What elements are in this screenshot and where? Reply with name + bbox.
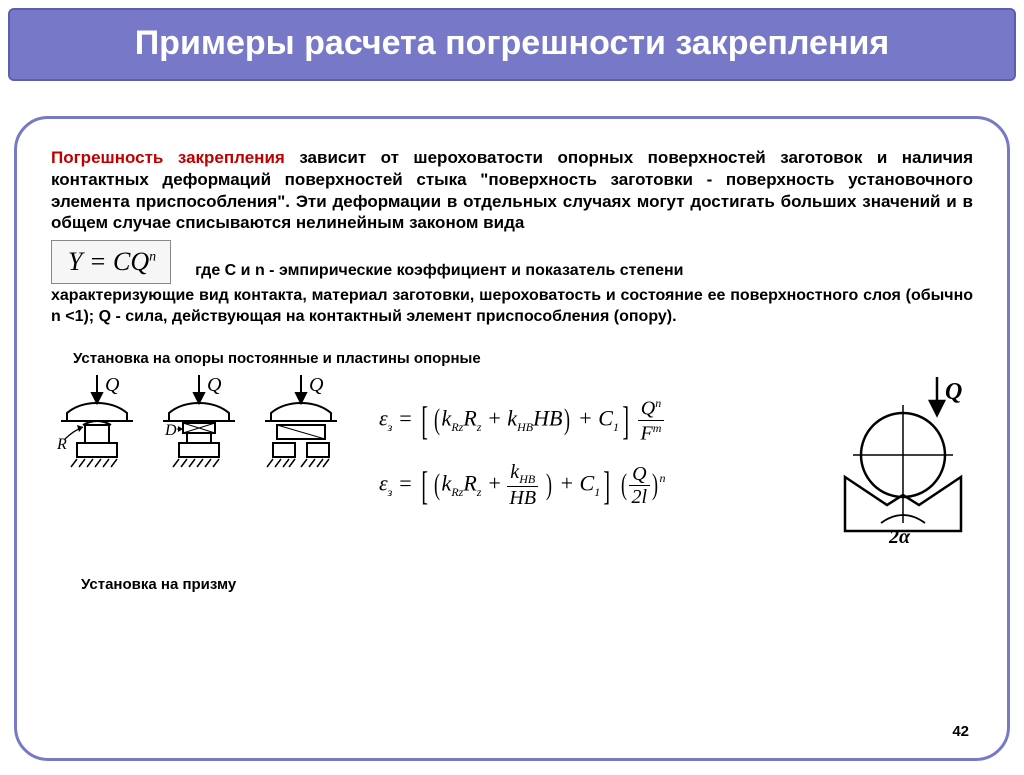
prism-diagram: Q 2α (833, 373, 973, 548)
equation-2: εз = [(kRzRz + kHBHB ) + C1] (Q2l)n (379, 462, 815, 509)
slide-title: Примеры расчета погрешности закрепления (8, 8, 1016, 81)
lead-term: Погрешность закрепления (51, 148, 285, 167)
formula-text: Y = CQ (68, 247, 149, 276)
q-label-3: Q (309, 374, 324, 396)
figure-row: Q R (51, 373, 973, 548)
q-label-1: Q (105, 374, 120, 396)
main-formula: Y = CQn (51, 240, 171, 284)
subheading-prism: Установка на призму (81, 576, 973, 593)
page-number: 42 (952, 723, 969, 740)
q-label-2: Q (207, 374, 222, 396)
supports-diagram: Q R (51, 373, 361, 483)
r-label: R (56, 436, 67, 453)
equation-1: εз = [(kRzRz + kHBHB) + C1] QnFm (379, 397, 815, 444)
formula-explain-first: где C и n - эмпирические коэффициент и п… (195, 243, 973, 282)
d-label: D (164, 422, 177, 439)
formula-exponent: n (149, 249, 156, 264)
subheading-supports: Установка на опоры постоянные и пластины… (73, 350, 973, 367)
prism-angle-label: 2α (888, 526, 911, 548)
content-frame: Погрешность закрепления зависит от шерох… (14, 116, 1010, 761)
intro-paragraph: Погрешность закрепления зависит от шерох… (51, 147, 973, 234)
equations-column: εз = [(kRzRz + kHBHB) + C1] QnFm εз = [(… (379, 373, 815, 527)
formula-row: Y = CQn где C и n - эмпирические коэффиц… (51, 240, 973, 284)
prism-q-label: Q (945, 379, 962, 405)
paragraph-continued: характеризующие вид контакта, материал з… (51, 286, 973, 328)
